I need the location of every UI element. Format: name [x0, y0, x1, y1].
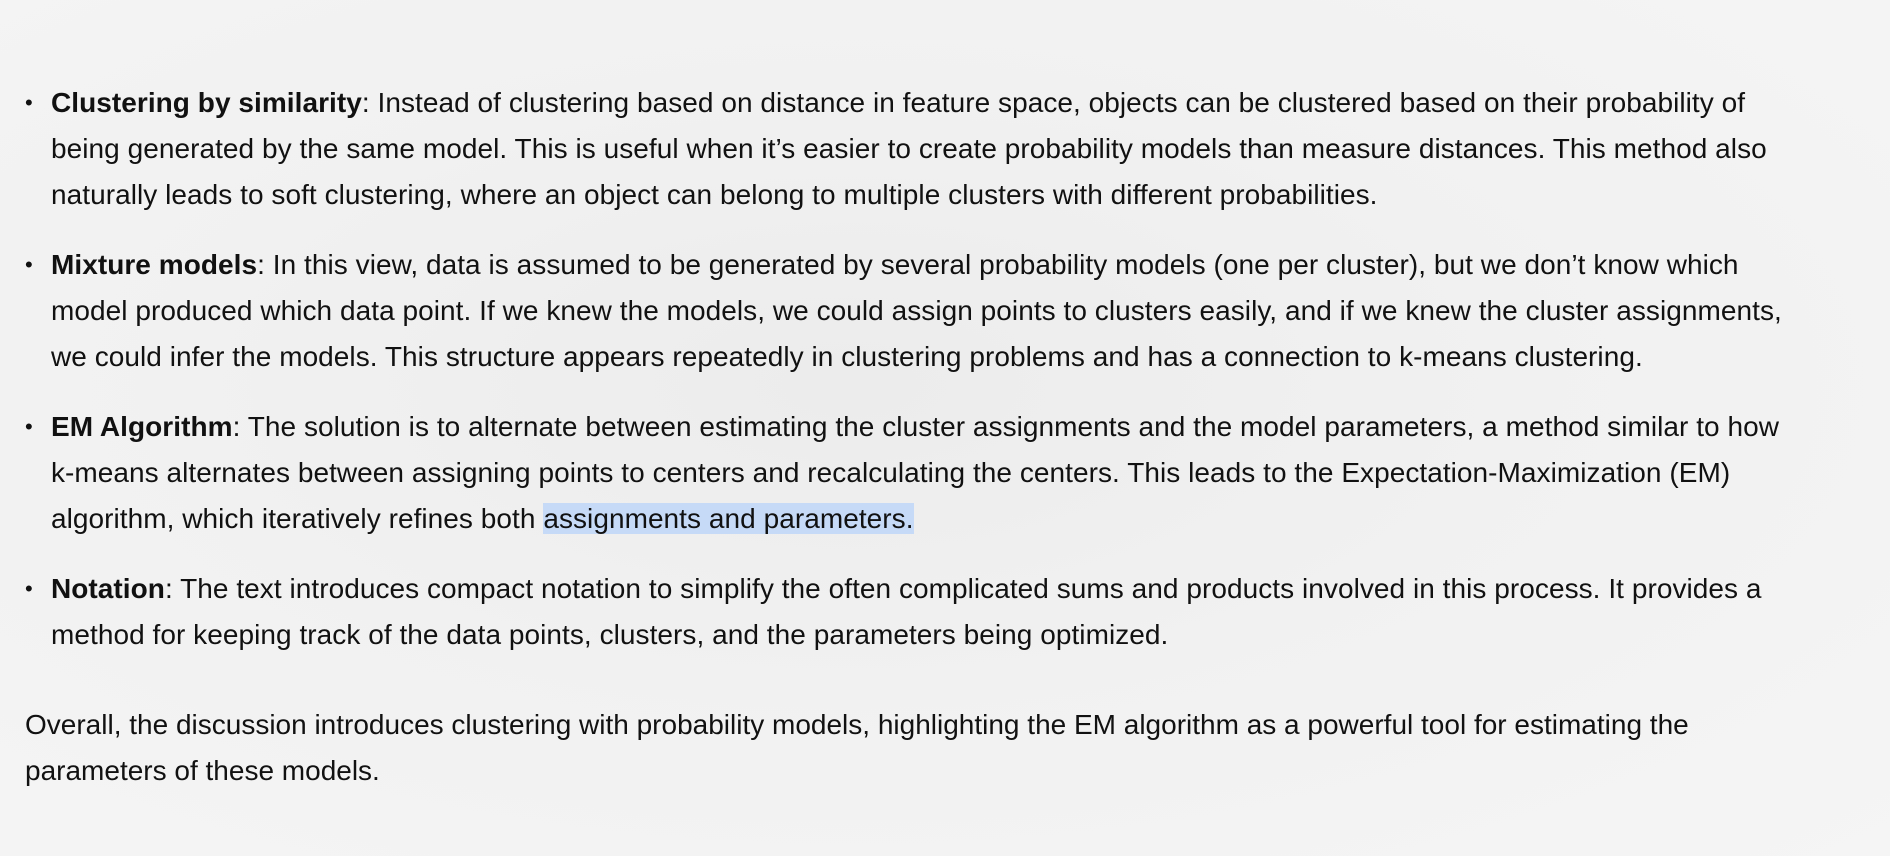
bullet-separator: :	[257, 249, 273, 280]
bullet-term: EM Algorithm	[51, 411, 233, 442]
bullet-item-em-algorithm: EM Algorithm: The solution is to alterna…	[25, 404, 1795, 542]
bullet-item-notation: Notation: The text introduces compact no…	[25, 566, 1795, 658]
bullet-term: Mixture models	[51, 249, 258, 280]
bullet-list: Clustering by similarity: Instead of clu…	[25, 80, 1795, 658]
bullet-separator: :	[164, 573, 181, 604]
bullet-item-mixture-models: Mixture models: In this view, data is as…	[25, 242, 1795, 380]
summary-paragraph: Overall, the discussion introduces clust…	[25, 709, 1689, 786]
bullet-text: The text introduces compact notation to …	[51, 573, 1762, 650]
clipped-text-fragment	[120, 0, 144, 2]
text-selection-highlight[interactable]: assignments and parameters.	[543, 503, 914, 534]
bullet-separator: :	[361, 87, 378, 118]
bullet-text: Instead of clustering based on distance …	[51, 87, 1767, 210]
bullet-term: Clustering by similarity	[51, 87, 362, 118]
response-content: Clustering by similarity: Instead of clu…	[25, 80, 1795, 822]
bullet-text: The solution is to alternate between est…	[51, 411, 1780, 534]
bullet-separator: :	[232, 411, 248, 442]
bullet-term: Notation	[51, 573, 165, 604]
bullet-text: In this view, data is assumed to be gene…	[51, 249, 1782, 372]
bullet-item-clustering-by-similarity: Clustering by similarity: Instead of clu…	[25, 80, 1795, 218]
